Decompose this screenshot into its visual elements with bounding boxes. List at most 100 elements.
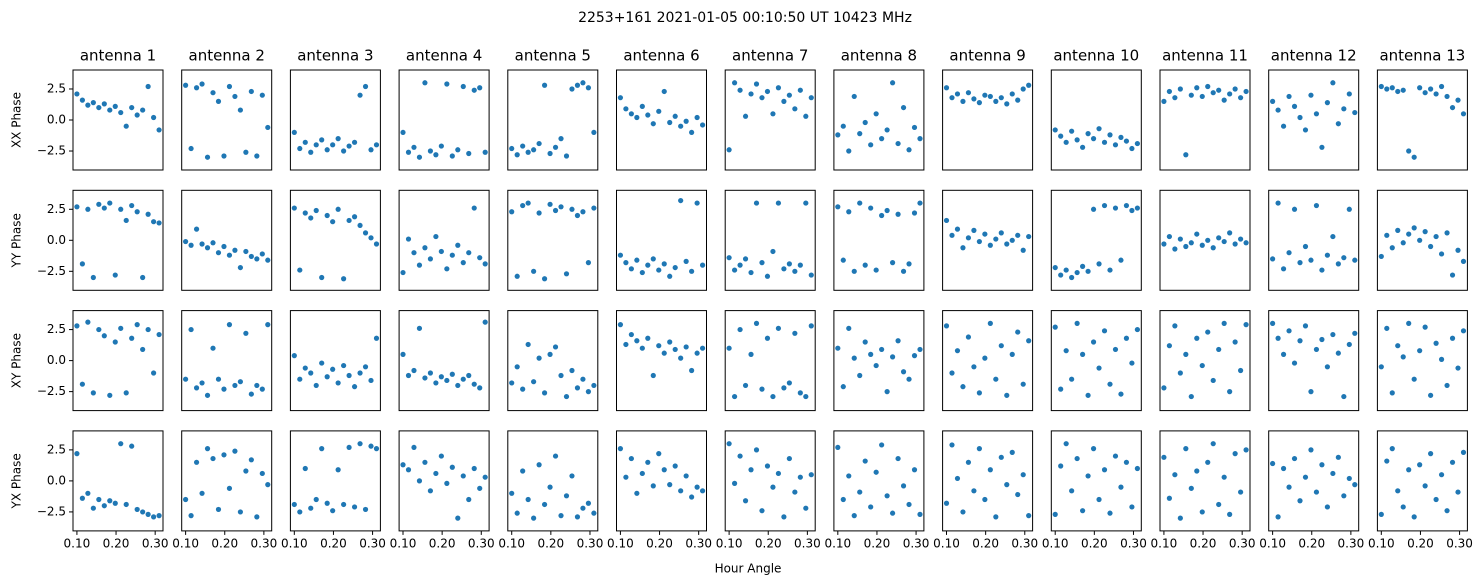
point	[237, 107, 243, 113]
point	[1330, 470, 1336, 477]
point	[460, 260, 466, 266]
point	[726, 255, 732, 261]
point	[346, 143, 352, 149]
point	[1280, 465, 1287, 472]
point	[531, 268, 537, 274]
panel-frame	[181, 430, 273, 532]
point	[140, 274, 146, 281]
point	[808, 472, 814, 478]
point	[1297, 338, 1303, 344]
point	[656, 267, 662, 273]
point	[689, 268, 695, 274]
point	[993, 376, 999, 382]
point	[1417, 462, 1423, 468]
point	[1291, 103, 1298, 109]
point	[1330, 331, 1336, 338]
point	[1438, 356, 1445, 362]
panel-frame	[507, 430, 599, 532]
point	[889, 510, 896, 516]
y-axis-label: XY Phase	[10, 333, 24, 388]
point	[672, 346, 678, 353]
point	[1085, 268, 1091, 274]
point	[520, 143, 526, 149]
point	[1101, 328, 1108, 334]
point	[226, 252, 233, 258]
point	[112, 103, 118, 109]
point	[1389, 245, 1395, 251]
point	[1238, 95, 1244, 101]
panel-frame	[833, 69, 925, 171]
point	[1177, 515, 1183, 521]
point	[254, 153, 260, 159]
point	[482, 474, 488, 480]
point	[645, 262, 651, 268]
point	[254, 514, 260, 520]
point	[960, 245, 966, 251]
point	[574, 385, 581, 391]
point	[248, 457, 254, 463]
point	[400, 462, 406, 468]
x-tick-label: 0.30	[1011, 536, 1038, 550]
point	[1090, 446, 1097, 452]
point	[351, 504, 358, 510]
point	[591, 205, 597, 211]
x-tick-label: 0.10	[1042, 536, 1069, 550]
point	[1188, 92, 1194, 98]
panel-frame	[1268, 310, 1360, 412]
y-axis-label: YY Phase	[10, 213, 24, 268]
point	[617, 446, 624, 452]
point	[232, 93, 238, 100]
point	[803, 200, 809, 206]
point	[455, 147, 461, 153]
point	[226, 485, 233, 491]
point	[694, 350, 700, 356]
point	[639, 345, 645, 351]
panel-frame	[1376, 69, 1468, 171]
x-tick-label: 0.10	[64, 536, 91, 550]
point	[1183, 351, 1189, 357]
point	[683, 258, 689, 264]
point	[742, 113, 749, 119]
point	[156, 220, 162, 226]
column-title: antenna 3	[297, 47, 373, 65]
point	[737, 262, 743, 268]
point	[678, 197, 684, 204]
panel-frame	[72, 189, 164, 291]
point	[145, 511, 151, 517]
point	[982, 231, 988, 237]
point	[1302, 474, 1309, 480]
x-tick-label: 0.10	[390, 536, 417, 550]
point	[1406, 467, 1412, 473]
point	[797, 474, 803, 480]
panel-frame	[181, 69, 273, 171]
point	[1352, 482, 1358, 488]
point	[742, 498, 749, 504]
point	[993, 514, 999, 520]
point	[558, 204, 564, 210]
point	[291, 501, 297, 508]
point	[803, 113, 809, 119]
point	[1313, 202, 1320, 209]
point	[265, 124, 271, 131]
point	[101, 333, 107, 339]
point	[770, 393, 776, 400]
point	[324, 374, 330, 380]
point	[1232, 451, 1238, 457]
point	[525, 496, 531, 503]
panel-frame	[1376, 189, 1468, 291]
point	[145, 326, 151, 333]
panel-frame	[1268, 69, 1360, 171]
y-tick-label: 2.5	[47, 202, 66, 216]
point	[438, 374, 444, 380]
point	[193, 459, 200, 465]
point	[726, 345, 732, 351]
point	[574, 212, 581, 219]
point	[770, 484, 776, 490]
point	[466, 496, 472, 503]
point	[1428, 392, 1434, 398]
point	[335, 380, 341, 386]
x-tick-label: 0.30	[577, 536, 604, 550]
point	[1118, 391, 1124, 397]
point	[1460, 258, 1467, 264]
point	[118, 109, 124, 116]
